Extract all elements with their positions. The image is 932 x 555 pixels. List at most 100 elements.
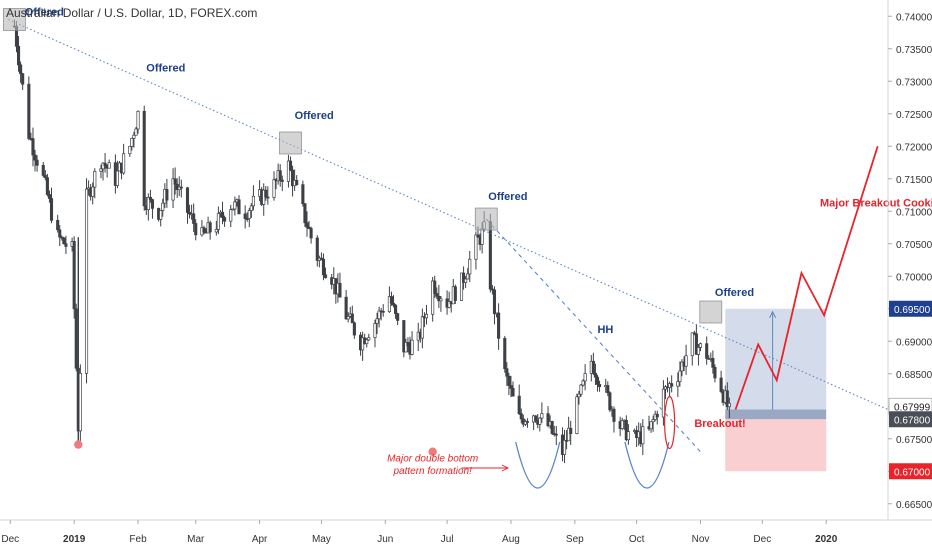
candle-body <box>503 338 507 370</box>
candle-body <box>562 439 567 455</box>
candle-body <box>49 198 54 221</box>
x-tick-label: Sep <box>566 534 584 545</box>
candle-body <box>62 237 66 245</box>
candle-body <box>185 187 190 213</box>
x-tick-label: 2020 <box>815 534 838 545</box>
apple-event-icon <box>74 440 83 449</box>
candle-body <box>35 159 39 166</box>
x-tick-label: Dec <box>753 534 771 545</box>
candle-body <box>146 196 150 211</box>
price-tag <box>889 300 932 317</box>
candle-body <box>525 421 529 423</box>
candle-body <box>474 234 478 260</box>
candle-body <box>410 339 414 355</box>
candle-body <box>136 110 140 130</box>
candle-body <box>208 222 212 233</box>
candle-body <box>694 333 698 355</box>
y-tick-label: 0.68500 <box>896 370 932 381</box>
candle-body <box>266 196 270 199</box>
candle-body <box>406 342 410 347</box>
candle-body <box>447 301 451 308</box>
candle-body <box>303 203 307 224</box>
candle-body <box>187 212 192 215</box>
candle-body <box>161 202 165 211</box>
annotation-offered: Offered <box>146 63 185 75</box>
price-tag-label: 0.69500 <box>894 305 931 316</box>
candle-body <box>575 396 579 434</box>
price-tag <box>889 411 932 428</box>
candle-body <box>93 170 97 188</box>
candle-body <box>19 64 23 75</box>
candle-body <box>142 110 146 207</box>
annotation-pattern-formation: pattern formation! <box>392 466 472 477</box>
candle-body <box>352 322 356 336</box>
candle-body <box>307 226 311 229</box>
candle-body <box>16 45 21 66</box>
candle-body <box>159 210 163 220</box>
x-tick-label: Mar <box>187 534 205 545</box>
candle-body <box>41 164 45 176</box>
annotation-offered: Offered <box>715 287 754 299</box>
candle-body <box>128 146 132 155</box>
candle-body <box>247 210 251 219</box>
candle-body <box>58 229 62 238</box>
x-tick-label: Dec <box>1 534 19 545</box>
offered-box <box>474 207 498 231</box>
candle-body <box>670 383 674 387</box>
y-tick-label: 0.67500 <box>896 435 932 446</box>
candle-body <box>698 343 703 348</box>
candle-body <box>725 390 729 408</box>
candle-body <box>464 278 468 283</box>
y-tick-label: 0.72500 <box>896 110 932 121</box>
candle-body <box>243 213 247 219</box>
candle-body <box>661 388 665 418</box>
candle-body <box>31 138 35 156</box>
y-tick-label: 0.74000 <box>896 12 932 23</box>
candle-body <box>534 415 538 422</box>
candle-body <box>233 201 237 210</box>
candle-body <box>435 293 439 297</box>
candle-body <box>216 213 220 230</box>
candle-body <box>569 427 573 434</box>
candle-body <box>624 419 628 441</box>
candle-body <box>286 160 290 182</box>
candle-body <box>60 236 64 239</box>
candle-body <box>315 237 319 261</box>
candle-body <box>538 417 542 425</box>
candle-body <box>387 296 391 313</box>
candle-body <box>583 373 587 382</box>
price-tag-label: 0.67000 <box>894 467 931 478</box>
trendline-2 <box>485 218 701 453</box>
chart-title: Australian Dollar / U.S. Dollar, 1D, FOR… <box>6 6 258 20</box>
candle-body <box>649 421 653 430</box>
y-tick-label: 0.70000 <box>896 272 932 283</box>
candle-body <box>593 372 597 378</box>
double-bottom-arcs <box>74 395 676 489</box>
candle-body <box>245 218 249 220</box>
candle-body <box>375 318 379 324</box>
x-tick-label: Apr <box>252 534 268 545</box>
candles-layer <box>12 19 731 464</box>
x-tick-label: Feb <box>129 534 147 545</box>
candle-body <box>103 162 107 167</box>
offered-box <box>279 131 302 155</box>
candle-body <box>264 189 268 198</box>
offered-box <box>699 300 723 324</box>
candle-body <box>424 313 429 319</box>
candle-body <box>295 179 299 186</box>
candle-body <box>165 189 169 201</box>
candle-body <box>321 258 326 276</box>
candle-body <box>439 298 443 302</box>
candle-body <box>511 388 515 397</box>
stop-zone <box>725 419 827 472</box>
candle-body <box>122 153 126 174</box>
candle-body <box>492 289 497 314</box>
y-tick-label: 0.73000 <box>896 77 932 88</box>
candle-body <box>519 413 523 420</box>
entry-band <box>725 409 827 420</box>
candle-body <box>365 339 369 345</box>
candle-body <box>488 221 492 290</box>
candle-body <box>509 385 513 389</box>
